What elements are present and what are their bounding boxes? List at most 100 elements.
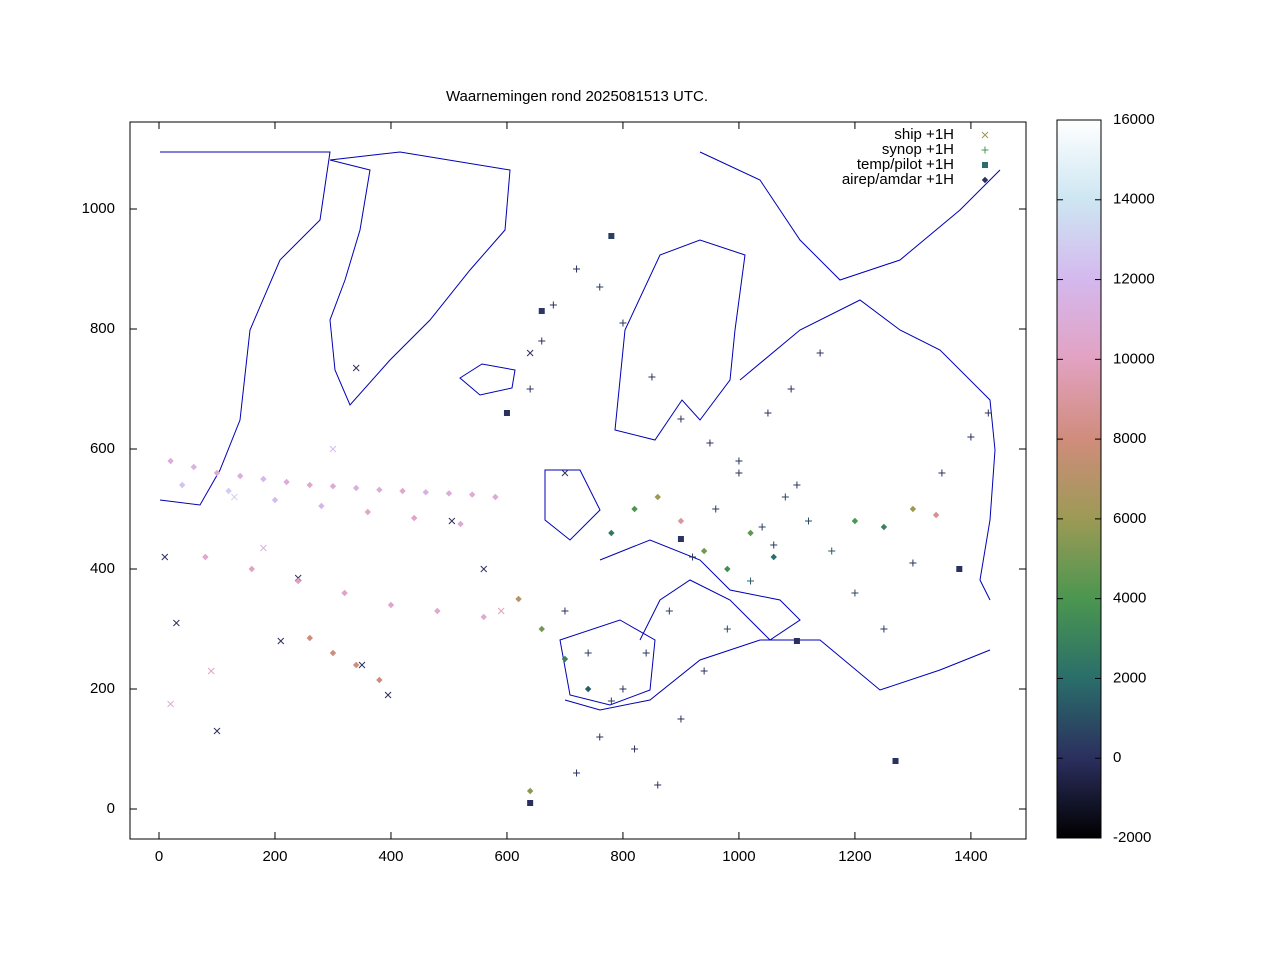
point xyxy=(207,667,215,675)
point xyxy=(236,472,244,480)
point xyxy=(851,589,859,597)
point xyxy=(596,283,604,291)
point xyxy=(434,607,441,615)
point xyxy=(654,781,662,789)
point xyxy=(387,601,395,609)
point xyxy=(448,517,456,525)
point xyxy=(202,553,209,561)
point xyxy=(538,308,545,314)
point xyxy=(706,439,714,447)
point xyxy=(213,727,221,735)
point xyxy=(764,409,772,417)
point xyxy=(492,493,499,501)
point xyxy=(584,685,592,693)
point xyxy=(271,496,279,504)
legend-label: temp/pilot +1H xyxy=(857,156,954,173)
point xyxy=(561,469,569,477)
point xyxy=(376,486,383,494)
point xyxy=(677,415,685,423)
point xyxy=(770,541,778,549)
colorbar-fill xyxy=(1056,119,1102,839)
point xyxy=(468,491,476,498)
point xyxy=(828,547,836,555)
coastline xyxy=(739,299,996,601)
point xyxy=(248,565,255,573)
point xyxy=(231,493,238,501)
point xyxy=(793,481,801,489)
point xyxy=(607,697,615,705)
point xyxy=(167,457,174,465)
chart-title: Waarnemingen rond 2025081513 UTC. xyxy=(446,88,708,105)
x-tick-label: 0 xyxy=(155,848,163,865)
point xyxy=(770,553,777,561)
point xyxy=(376,676,383,684)
colorbar-tick-label: 6000 xyxy=(1113,510,1146,527)
point xyxy=(213,469,221,477)
coastline xyxy=(329,151,511,406)
point xyxy=(352,661,360,669)
point xyxy=(352,364,360,372)
coastline xyxy=(614,239,746,441)
point xyxy=(689,553,697,561)
point xyxy=(608,529,615,537)
coastline xyxy=(699,151,1001,281)
point xyxy=(619,685,627,693)
coastline xyxy=(159,151,331,506)
colorbar-tick-label: 10000 xyxy=(1113,350,1155,367)
colorbar-tick-label: 0 xyxy=(1113,749,1121,766)
legend-swatch xyxy=(981,146,989,154)
legend-swatch xyxy=(981,131,989,139)
y-tick-label: 0 xyxy=(107,800,115,817)
point xyxy=(260,544,267,552)
y-tick-label: 400 xyxy=(90,560,115,577)
point xyxy=(956,566,963,572)
point xyxy=(984,409,992,417)
colorbar-tick-label: 14000 xyxy=(1113,191,1155,208)
point xyxy=(341,589,348,597)
point xyxy=(584,649,592,657)
legend-label: airep/amdar +1H xyxy=(842,171,954,188)
y-tick-label: 1000 xyxy=(82,200,115,217)
point xyxy=(358,661,366,669)
point xyxy=(619,319,627,327)
x-tick-label: 1000 xyxy=(722,848,755,865)
point xyxy=(422,488,429,496)
colorbar: -2000 0 2000 4000 6000 8000 10000 12000 14000 160… xyxy=(1056,111,1155,846)
point xyxy=(329,649,337,657)
point xyxy=(700,547,708,555)
coastline xyxy=(599,539,801,641)
x-tick-label: 1200 xyxy=(838,848,871,865)
point xyxy=(909,559,917,567)
point xyxy=(665,607,673,615)
point xyxy=(723,625,731,633)
point xyxy=(631,745,639,753)
point xyxy=(161,553,169,561)
point xyxy=(631,505,638,513)
point xyxy=(173,619,180,627)
point xyxy=(573,769,581,777)
coastlines xyxy=(159,151,1001,711)
point xyxy=(399,487,406,495)
x-tick-label: 1400 xyxy=(954,848,987,865)
point xyxy=(735,469,743,477)
point xyxy=(167,700,174,708)
point xyxy=(573,265,581,273)
point xyxy=(260,475,267,483)
point xyxy=(700,667,708,675)
x-tick-label: 800 xyxy=(610,848,635,865)
y-tick-label: 200 xyxy=(90,680,115,697)
legend-swatch xyxy=(981,176,989,184)
legend-swatch xyxy=(982,162,988,168)
point xyxy=(793,638,800,644)
x-tick-label: 400 xyxy=(378,848,403,865)
point xyxy=(880,625,888,633)
point xyxy=(497,607,505,615)
point xyxy=(724,565,731,573)
point xyxy=(306,481,313,489)
point xyxy=(735,457,743,465)
point xyxy=(538,625,545,633)
point xyxy=(527,800,534,806)
point xyxy=(787,385,795,393)
point xyxy=(526,385,534,393)
